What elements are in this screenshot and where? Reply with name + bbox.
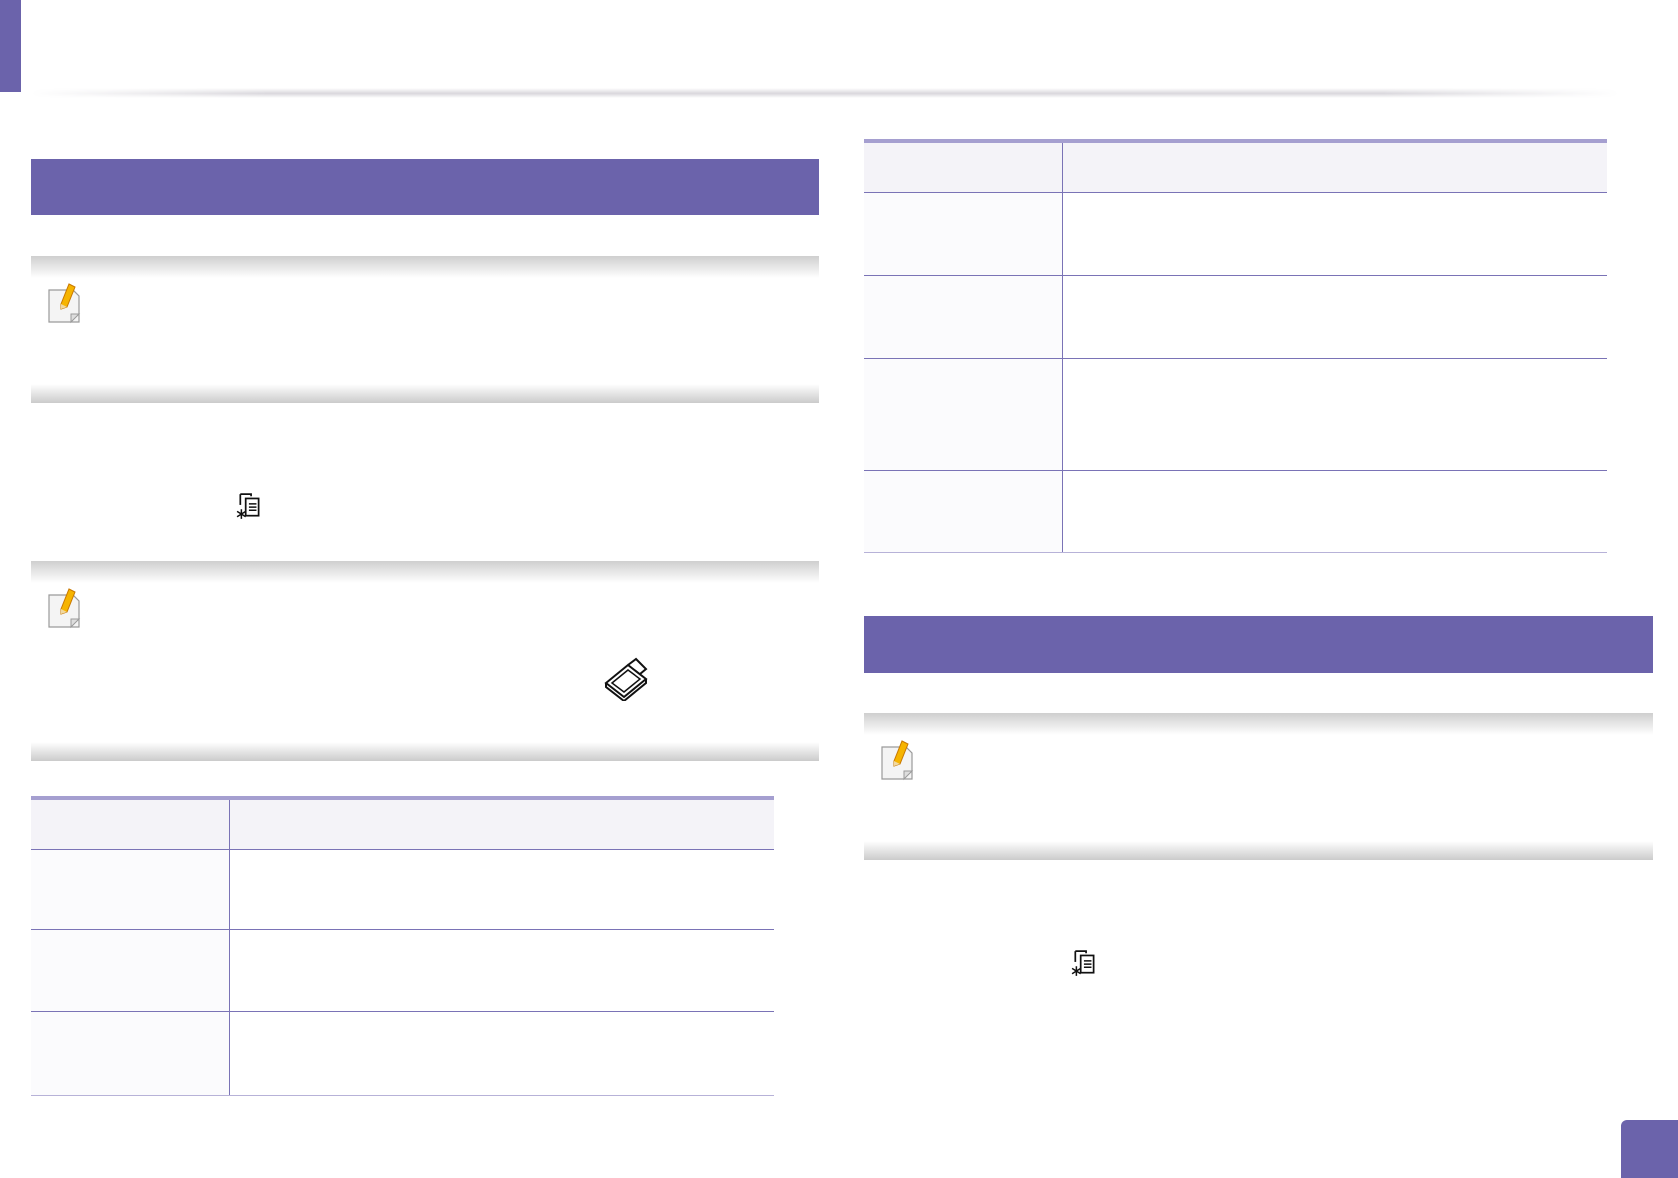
table-row [864, 469, 1607, 553]
copy-menu-icon [1071, 949, 1099, 977]
note-band-top [31, 561, 819, 583]
right-note-1 [864, 713, 1653, 860]
chapter-tab-marker [0, 0, 21, 92]
table-row [864, 191, 1607, 275]
table-header-cell [1062, 139, 1607, 192]
table-header-row [31, 796, 774, 849]
table-row [31, 848, 774, 929]
table-cell [1062, 274, 1607, 358]
table-header-cell [31, 796, 230, 849]
table-cell [31, 848, 230, 929]
header-rule [30, 88, 1620, 98]
note-pencil-icon [45, 280, 85, 326]
left-table [31, 796, 774, 1096]
table-header-cell [864, 139, 1063, 192]
left-note-2 [31, 561, 819, 761]
right-table [864, 139, 1607, 553]
table-cell [31, 928, 230, 1011]
page-number-tab [1621, 1120, 1678, 1178]
note-band-bottom [864, 841, 1653, 860]
note-band-top [864, 713, 1653, 735]
table-row [31, 928, 774, 1011]
table-row [864, 274, 1607, 358]
table-cell [864, 191, 1063, 275]
note-band-top [31, 256, 819, 278]
table-header-row [864, 139, 1607, 192]
table-cell [1062, 469, 1607, 553]
table-cell [31, 1010, 230, 1096]
copy-menu-icon [236, 492, 264, 520]
table-cell [864, 469, 1063, 553]
table-row [31, 1010, 774, 1096]
left-note-1 [31, 256, 819, 403]
table-header-cell [229, 796, 774, 849]
table-row [864, 357, 1607, 470]
table-cell [1062, 357, 1607, 470]
table-cell [229, 848, 774, 929]
table-cell [1062, 191, 1607, 275]
note-band-bottom [31, 384, 819, 403]
right-section-header [864, 616, 1653, 673]
table-cell [229, 1010, 774, 1096]
table-cell [864, 274, 1063, 358]
table-cell [229, 928, 774, 1011]
note-pencil-icon [45, 585, 85, 631]
left-section-header [31, 159, 819, 215]
scanner-glass-icon [604, 657, 648, 701]
table-cell [864, 357, 1063, 470]
note-pencil-icon [878, 737, 918, 783]
note-band-bottom [31, 742, 819, 761]
